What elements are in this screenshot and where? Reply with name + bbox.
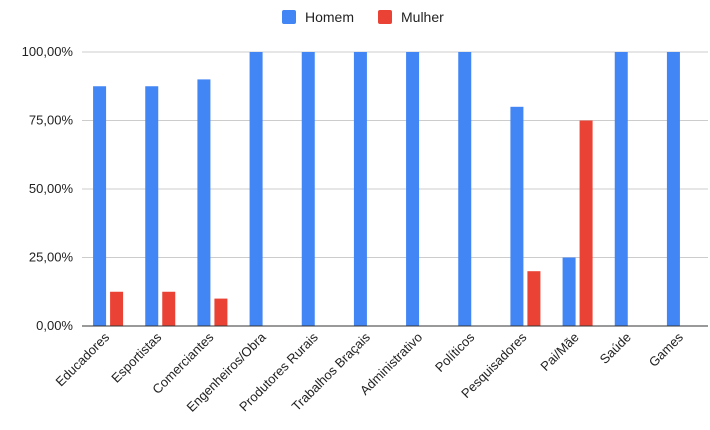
bar-homem-1 <box>145 86 159 326</box>
x-tick-label: Saúde <box>597 330 634 367</box>
x-tick-label: Pai/Mãe <box>537 330 581 374</box>
bar-homem-4 <box>301 52 315 326</box>
bar-homem-8 <box>510 106 524 326</box>
bar-mulher-2 <box>214 298 228 326</box>
gridlines <box>82 51 708 258</box>
bar-mulher-0 <box>110 291 124 326</box>
y-tick-label: 50,00% <box>29 181 74 196</box>
bar-homem-9 <box>562 257 576 326</box>
y-axis: 0,00% 25,00% 50,00% 75,00% 100,00% <box>22 44 74 333</box>
y-tick-label: 0,00% <box>36 318 73 333</box>
bar-homem-7 <box>458 52 472 326</box>
bar-homem-0 <box>93 86 107 326</box>
legend-swatch-mulher <box>378 10 392 24</box>
bar-mulher-9 <box>579 120 593 326</box>
y-tick-label: 25,00% <box>29 250 74 265</box>
bar-mulher-8 <box>527 271 541 326</box>
bar-homem-3 <box>249 52 263 326</box>
y-tick-label: 75,00% <box>29 113 74 128</box>
x-tick-label: Games <box>646 329 687 370</box>
legend-swatch-homem <box>282 10 296 24</box>
x-tick-label: Esportistas <box>108 329 164 385</box>
bar-homem-5 <box>353 52 367 326</box>
bar-mulher-1 <box>162 291 176 326</box>
x-axis: EducadoresEsportistasComerciantesEngenhe… <box>53 329 687 415</box>
bar-homem-11 <box>666 52 680 326</box>
y-tick-label: 100,00% <box>22 44 74 59</box>
bar-homem-2 <box>197 79 211 327</box>
legend: Homem Mulher <box>282 9 444 25</box>
bar-homem-6 <box>406 52 420 326</box>
legend-label-mulher: Mulher <box>401 9 444 25</box>
x-tick-label: Políticos <box>432 329 478 375</box>
x-tick-label: Educadores <box>53 329 113 389</box>
legend-label-homem: Homem <box>305 9 354 25</box>
bar-homem-10 <box>614 52 628 326</box>
bars <box>93 52 680 327</box>
